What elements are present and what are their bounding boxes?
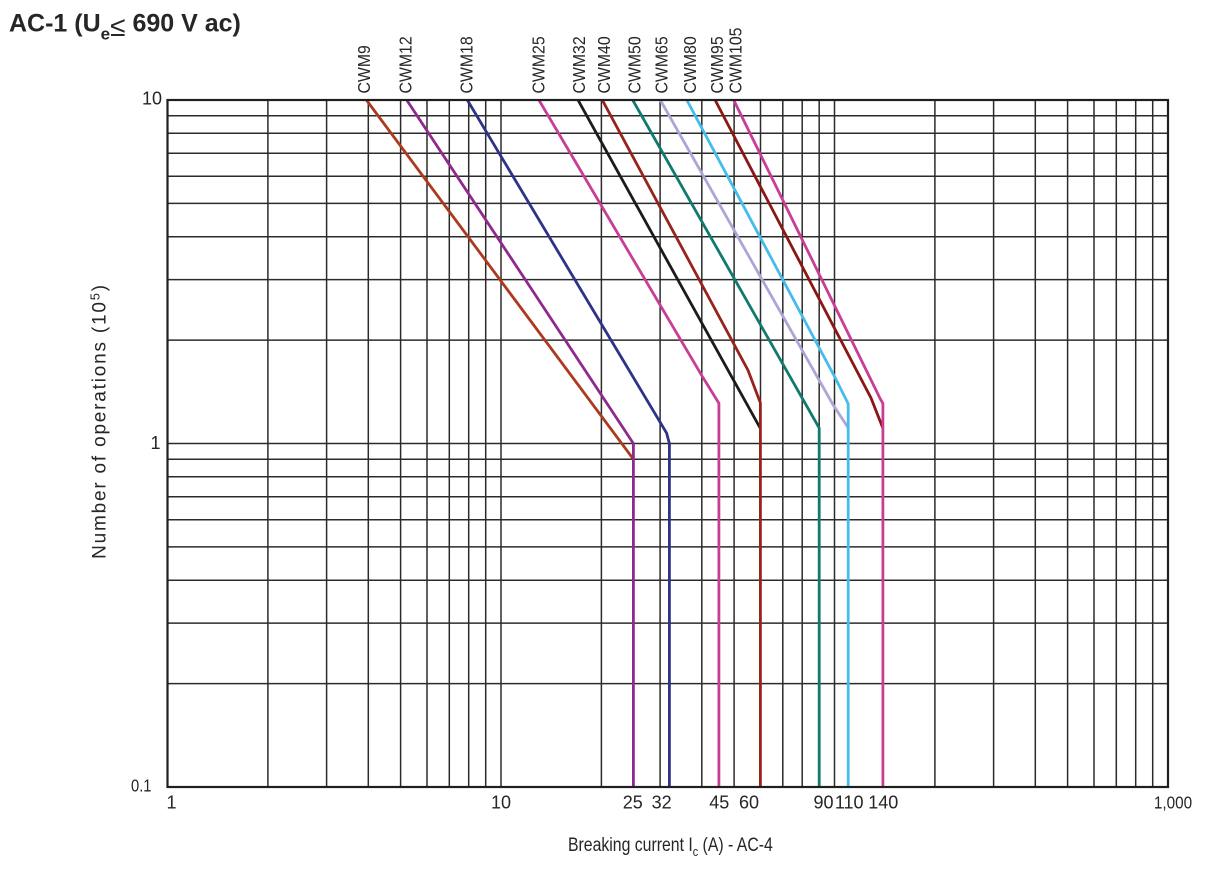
svg-text:CWM32: CWM32 <box>569 36 589 93</box>
svg-text:CWM18: CWM18 <box>456 36 476 93</box>
svg-text:CWM80: CWM80 <box>680 36 700 93</box>
svg-text:CWM65: CWM65 <box>651 36 671 93</box>
svg-text:1: 1 <box>166 792 176 812</box>
svg-text:CWM105: CWM105 <box>725 28 745 94</box>
svg-text:140: 140 <box>868 792 898 812</box>
svg-text:45: 45 <box>709 792 729 812</box>
svg-text:CWM40: CWM40 <box>594 36 614 93</box>
svg-text:90: 90 <box>813 792 833 812</box>
svg-text:Number of operations (105): Number of operations (105) <box>88 283 111 559</box>
svg-text:10: 10 <box>142 89 162 109</box>
svg-text:CWM9: CWM9 <box>354 45 374 93</box>
svg-text:CWM95: CWM95 <box>707 36 727 93</box>
svg-text:25: 25 <box>623 792 643 812</box>
svg-text:CWM12: CWM12 <box>395 36 415 93</box>
svg-text:CWM25: CWM25 <box>529 36 549 93</box>
svg-text:Breaking current Ic (A) - AC-4: Breaking current Ic (A) - AC-4 <box>568 834 773 860</box>
svg-text:1,000: 1,000 <box>1154 792 1192 812</box>
svg-text:10: 10 <box>491 792 511 812</box>
svg-text:CWM50: CWM50 <box>625 36 645 93</box>
svg-text:110: 110 <box>835 792 864 812</box>
svg-text:0.1: 0.1 <box>131 776 151 796</box>
svg-text:60: 60 <box>739 792 759 812</box>
svg-text:32: 32 <box>652 792 672 812</box>
svg-text:1: 1 <box>150 433 160 453</box>
